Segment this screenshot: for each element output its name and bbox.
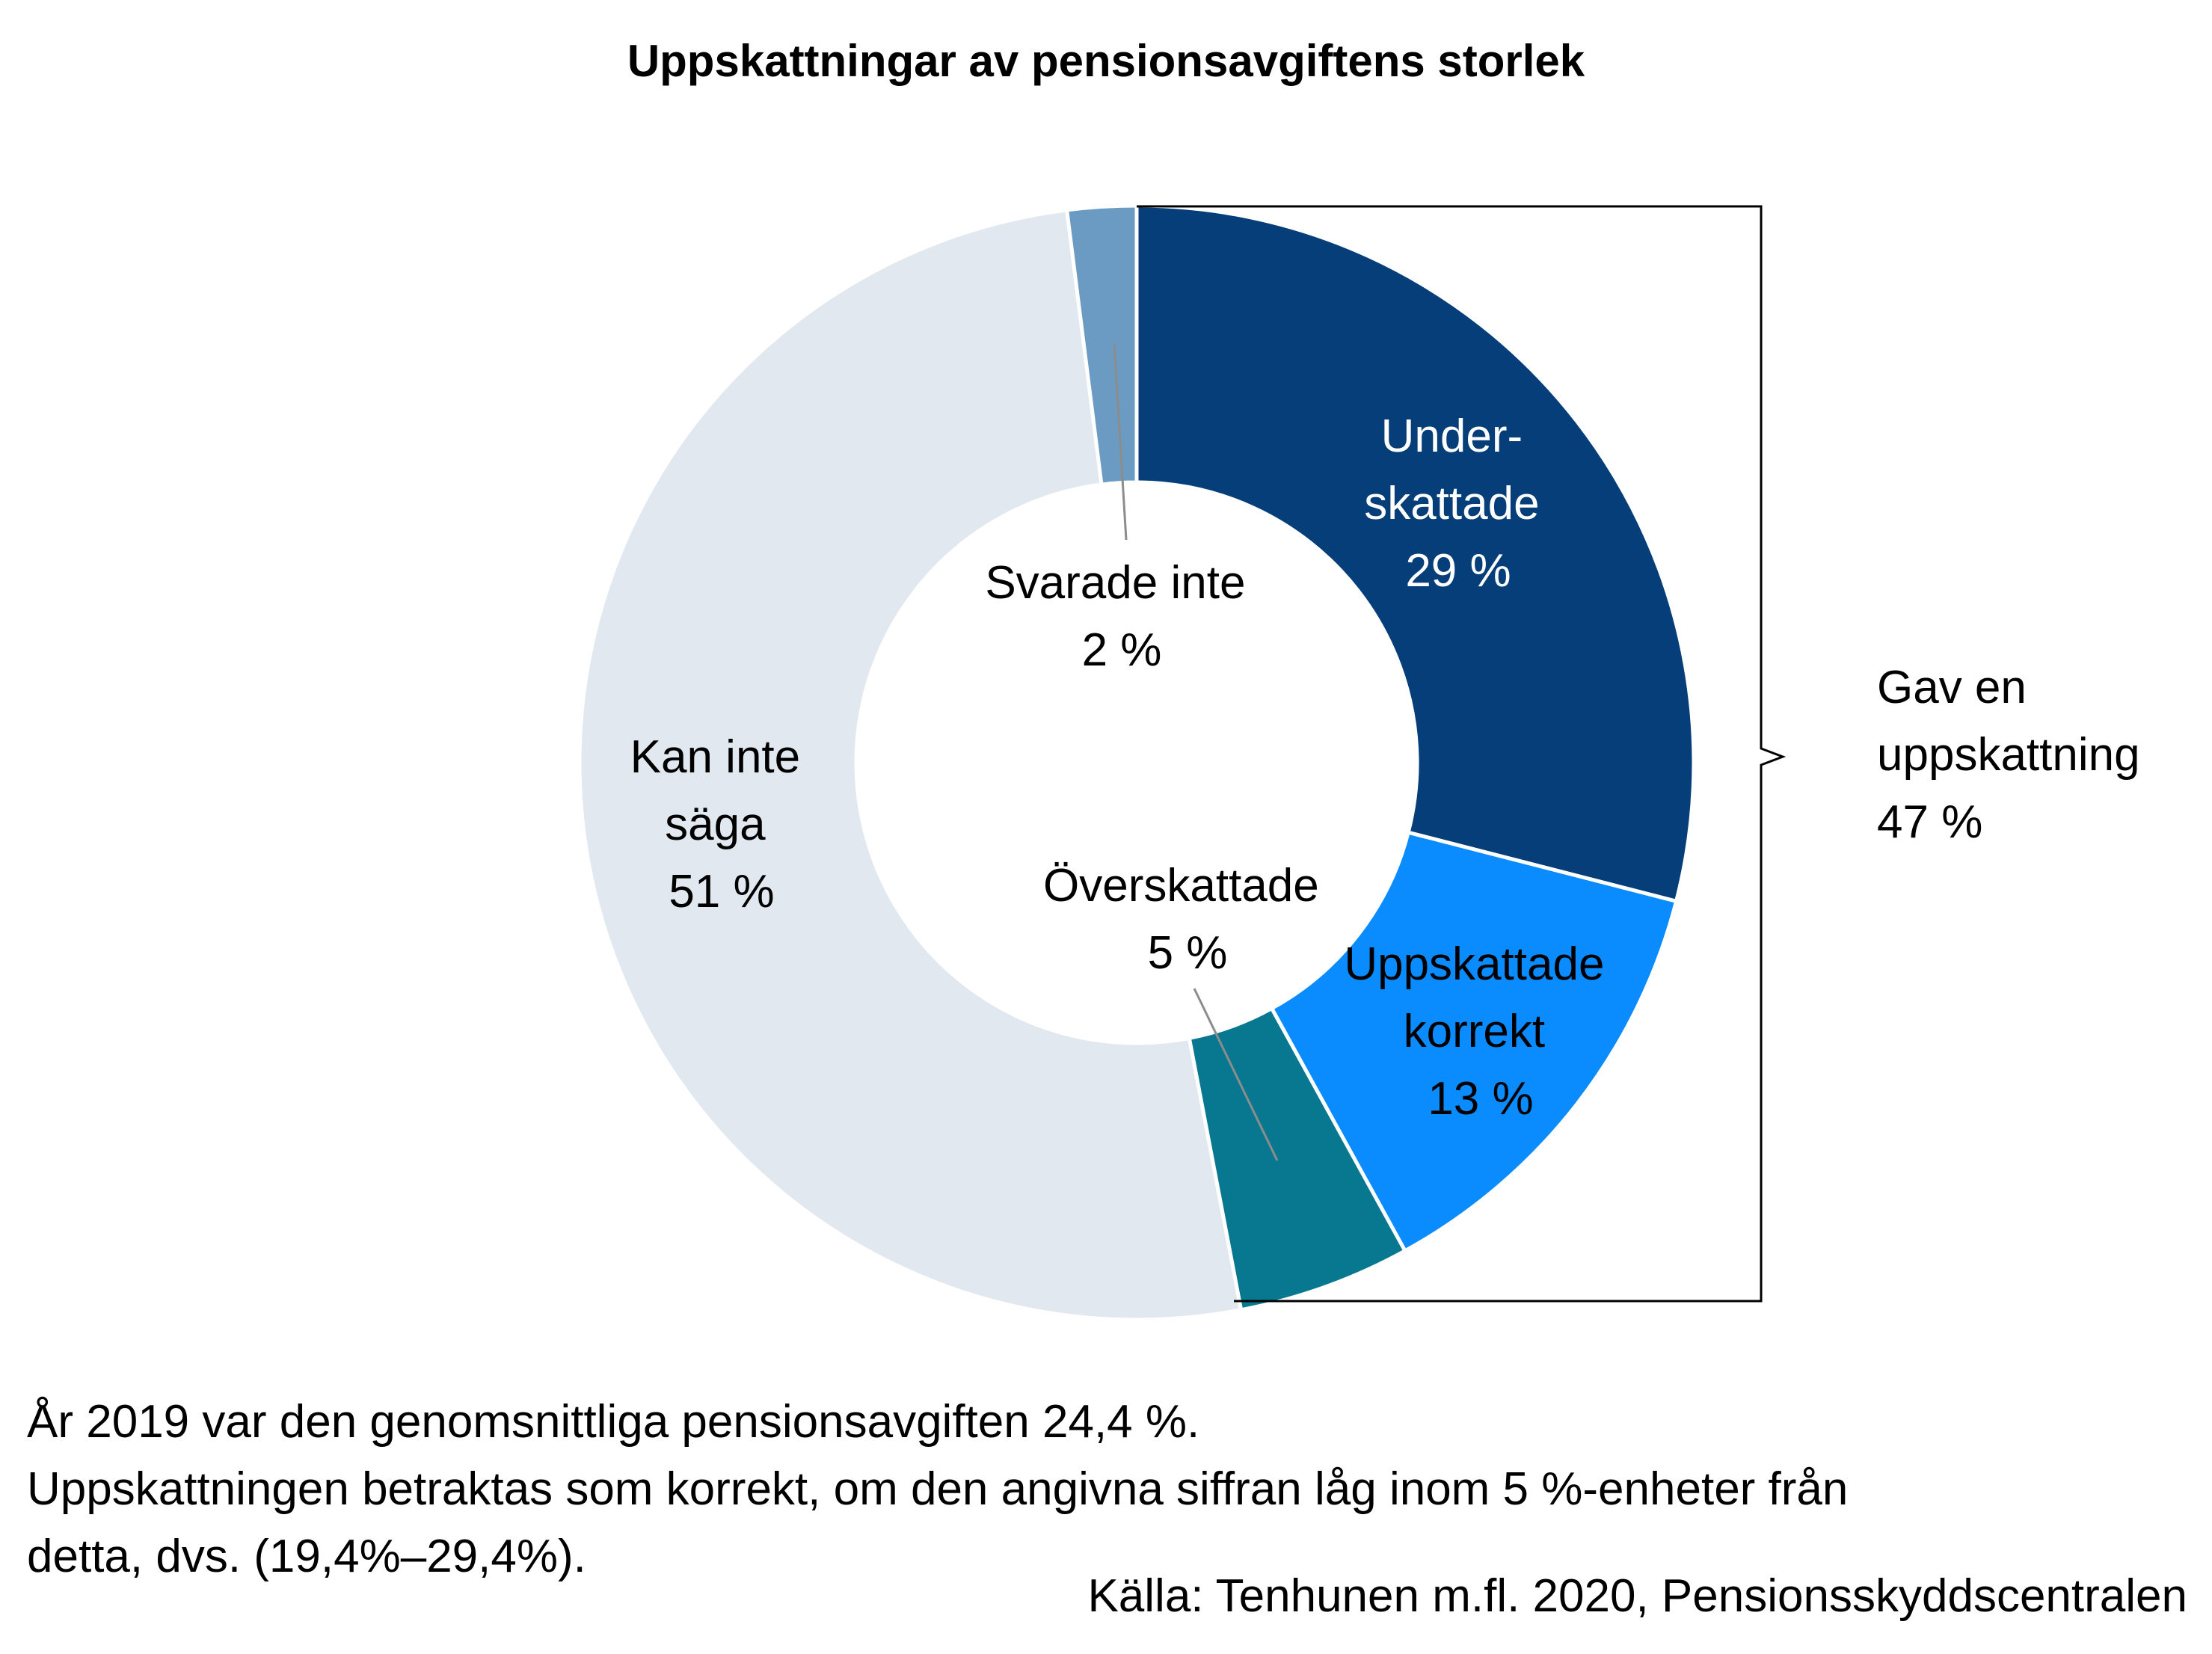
slice-1 <box>1269 830 1679 1254</box>
label-overskattade: Överskattade 5 % <box>1043 860 1332 979</box>
leader-lines <box>1113 343 1279 1161</box>
label-kan-inte-saga: Kan inte säga 51 % <box>630 731 814 917</box>
chart-title: Uppskattningar av pensionsavgiftens stor… <box>627 36 1585 86</box>
leader-line-svarade-inte <box>1113 343 1128 541</box>
note-line-1: År 2019 var den genomsnittliga pensionsa… <box>27 1396 1199 1448</box>
bracket-label: Gav en uppskattning 47 % <box>1877 662 2153 848</box>
bracket <box>1137 205 1787 1303</box>
slice-0 <box>1134 203 1696 904</box>
label-uppskattade-korrekt: Uppskattade korrekt 13 % <box>1344 938 1617 1125</box>
note-line-2: Uppskattningen betraktas som korrekt, om… <box>27 1463 1848 1515</box>
label-underskattade: Under- skattade 29 % <box>1364 411 1552 597</box>
source-note: Källa: Tenhunen m.fl. 2020, Pensionsskyd… <box>1087 1570 2187 1622</box>
donut-slices <box>577 203 1696 1322</box>
leader-line-overskattade <box>1193 988 1279 1161</box>
slice-3 <box>577 208 1244 1322</box>
note-line-3: detta, dvs. (19,4%–29,4%). <box>27 1531 586 1582</box>
label-svarade-inte: Svarade inte 2 % <box>985 557 1258 676</box>
